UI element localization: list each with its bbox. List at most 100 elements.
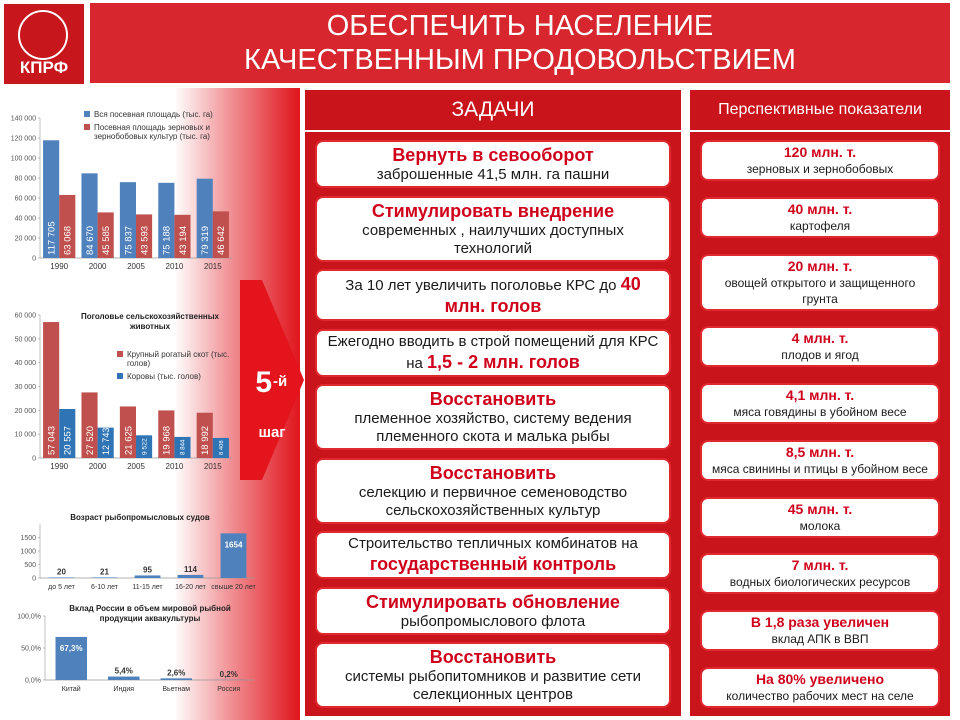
x-tick-label: Индия bbox=[113, 686, 134, 693]
indicator-box: На 80% увеличено количество рабочих мест … bbox=[700, 666, 940, 708]
x-tick-label: 6-10 лет bbox=[91, 584, 119, 591]
task-box: Стимулировать обновление рыбопромыслового… bbox=[315, 586, 671, 635]
value-label: 75 188 bbox=[162, 226, 173, 255]
bar bbox=[81, 173, 98, 258]
step-number: 5 bbox=[255, 366, 272, 399]
bar bbox=[212, 211, 229, 258]
step-word: шаг bbox=[258, 424, 285, 441]
x-tick-label: Китай bbox=[62, 685, 81, 693]
indicator-box: 45 млн. т. молока bbox=[700, 496, 940, 538]
indicator-desc: овощей открытого и защищенного грунта bbox=[724, 275, 916, 306]
x-tick-label: 1990 bbox=[50, 262, 68, 271]
value-label: 8 844 bbox=[180, 439, 187, 455]
bar bbox=[136, 214, 153, 258]
value-label: 43 194 bbox=[178, 226, 189, 255]
tasks-title: ЗАДАЧИ bbox=[305, 90, 681, 132]
value-label: 20 bbox=[57, 567, 66, 576]
x-tick-label: 11-15 лет bbox=[132, 584, 163, 591]
legend-item: Коровы (тыс. голов) bbox=[117, 372, 237, 381]
bar bbox=[43, 140, 60, 258]
tasks-panel: ЗАДАЧИ Вернуть в севооборот заброшенные 4… bbox=[305, 90, 681, 716]
task-box: Строительство тепличных комбинатов на го… bbox=[315, 531, 671, 579]
indicator-value: В 1,8 раза увеличен bbox=[750, 614, 890, 631]
x-tick-label: 2000 bbox=[89, 262, 107, 271]
chart-title: Вклад России в объем мировой рыбной прод… bbox=[69, 604, 231, 623]
bar bbox=[55, 636, 87, 680]
indicator-desc: картофеля bbox=[789, 218, 851, 233]
x-tick-label: 16-20 лет bbox=[175, 584, 207, 591]
value-label: 1654 bbox=[225, 540, 243, 549]
title-line: ОБЕСПЕЧИТЬ НАСЕЛЕНИЕ bbox=[326, 10, 714, 42]
value-label: 19 968 bbox=[162, 426, 173, 455]
indicator-box: 7 млн. т. водных биологических ресурсов bbox=[700, 553, 940, 595]
bar bbox=[119, 406, 136, 458]
legend-label: Посевная площадь зерновых и зернобобовых… bbox=[94, 123, 210, 141]
indicator-desc: мяса свинины и птицы в убойном весе bbox=[712, 461, 928, 476]
bar bbox=[220, 533, 247, 578]
value-label: 63 068 bbox=[63, 226, 74, 255]
logo: КПРФ bbox=[4, 4, 84, 84]
indicator-value: 120 млн. т. bbox=[783, 144, 857, 160]
task-accent: Стимулировать внедрение bbox=[371, 200, 615, 221]
value-label: 27 520 bbox=[85, 426, 96, 455]
x-tick-label: свыше 20 лет bbox=[211, 584, 256, 591]
x-tick-label: 2010 bbox=[166, 262, 184, 271]
indicator-box: 120 млн. т. зерновых и зернобобовых bbox=[700, 140, 940, 181]
bar bbox=[196, 412, 213, 458]
task-box: За 10 лет увеличить поголовье КРС до 40 … bbox=[315, 269, 671, 321]
task-accent: 40 млн. голов bbox=[444, 274, 641, 316]
y-tick-label: 500 bbox=[24, 562, 36, 569]
indicator-box: 4 млн. т. плодов и ягод bbox=[700, 326, 940, 368]
indicator-value: 4 млн. т. bbox=[791, 330, 849, 347]
value-label: 9 522 bbox=[141, 438, 148, 455]
value-label: 95 bbox=[143, 565, 152, 574]
x-tick-label: Россия bbox=[217, 686, 240, 693]
chart-title: Поголовье сельскохозяйственных животных bbox=[80, 312, 220, 331]
indicator-desc: зерновых и зернобобовых bbox=[746, 162, 894, 176]
bar bbox=[174, 436, 191, 458]
y-tick-label: 20 000 bbox=[15, 236, 37, 243]
bar bbox=[134, 575, 161, 578]
indicator-box: В 1,8 раза увеличен вклад АПК в ВВП bbox=[700, 610, 940, 652]
step-suffix: -й bbox=[273, 373, 287, 390]
value-label: 75 837 bbox=[123, 226, 134, 255]
legend-label: Вся посевная площадь (тыс. га) bbox=[94, 110, 213, 119]
value-label: 57 043 bbox=[46, 426, 57, 455]
value-label: 43 593 bbox=[139, 226, 150, 255]
title-line: КАЧЕСТВЕННЫМ ПРОДОВОЛЬСТВИЕМ bbox=[244, 44, 796, 76]
value-label: 21 625 bbox=[123, 426, 134, 455]
y-tick-label: 120 000 bbox=[11, 136, 36, 143]
value-label: 45 585 bbox=[101, 226, 112, 255]
task-accent: Восстановить bbox=[429, 647, 557, 667]
y-tick-label: 50,0% bbox=[21, 646, 41, 653]
bar bbox=[160, 678, 192, 680]
x-tick-label: 2005 bbox=[127, 262, 145, 271]
task-body: заброшенные 41,5 млн. га пашни bbox=[376, 166, 610, 183]
x-tick-label: 2015 bbox=[204, 462, 222, 471]
task-box: Восстановить системы рыбопитомников и раз… bbox=[315, 642, 671, 708]
indicator-value: 45 млн. т. bbox=[787, 500, 853, 517]
bar bbox=[177, 574, 204, 578]
value-label: 67,3% bbox=[60, 644, 83, 653]
indicator-box: 8,5 млн. т. мяса свинины и птицы в убойно… bbox=[700, 439, 940, 481]
legend-label: Коровы (тыс. голов) bbox=[127, 372, 201, 381]
legend: Вся посевная площадь (тыс. га) Посевная п… bbox=[84, 110, 229, 145]
legend-swatch bbox=[84, 111, 90, 117]
y-tick-label: 140 000 bbox=[11, 116, 36, 123]
value-label: 21 bbox=[100, 567, 109, 576]
y-tick-label: 20 000 bbox=[15, 408, 37, 415]
bar bbox=[59, 409, 76, 458]
x-tick-label: Вьетнам bbox=[162, 686, 190, 693]
bar bbox=[136, 435, 153, 458]
bar bbox=[212, 437, 229, 458]
indicators-list: 120 млн. т. зерновых и зернобобовых 40 млн… bbox=[700, 140, 940, 708]
indicator-desc: мяса говядины в убойном весе bbox=[733, 405, 907, 420]
indicator-value: На 80% увеличено bbox=[755, 670, 885, 687]
indicator-desc: плодов и ягод bbox=[781, 348, 859, 363]
value-label: 79 319 bbox=[200, 226, 211, 255]
task-lead: Строительство тепличных комбинатов на bbox=[348, 535, 638, 552]
task-box: Ежегодно вводить в строй помещений для К… bbox=[315, 328, 671, 377]
value-label: 12 743 bbox=[101, 428, 111, 455]
y-tick-label: 100 000 bbox=[11, 156, 36, 163]
